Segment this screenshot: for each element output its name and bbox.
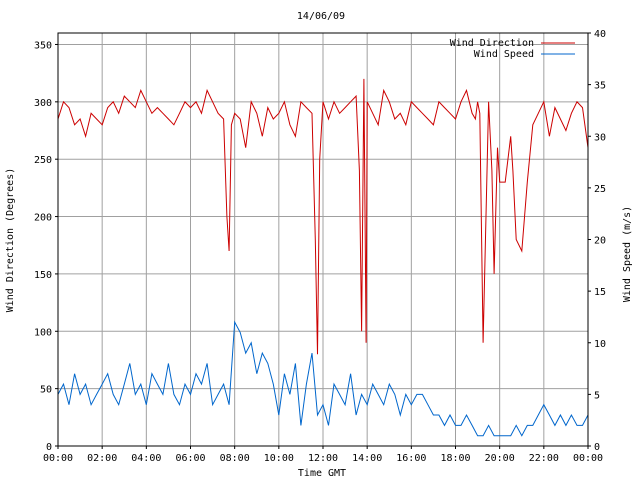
y-right-tick-label: 20 (594, 236, 606, 247)
legend-label-wind-speed: Wind Speed (474, 49, 534, 60)
x-tick-label: 12:00 (308, 453, 338, 464)
y-left-tick-label: 350 (34, 40, 52, 51)
y-right-tick-label: 25 (594, 184, 606, 195)
y-left-tick-label: 50 (40, 385, 52, 396)
x-tick-label: 06:00 (175, 453, 205, 464)
legend-label-wind-direction: Wind Direction (450, 38, 534, 49)
y-right-tick-label: 35 (594, 81, 606, 92)
y-right-tick-label: 0 (594, 442, 600, 453)
y-axis-right-label: Wind Speed (m/s) (622, 206, 633, 302)
chart-title: 14/06/09 (297, 11, 345, 22)
x-tick-label: 08:00 (220, 453, 250, 464)
y-left-tick-label: 100 (34, 327, 52, 338)
y-left-tick-label: 0 (46, 442, 52, 453)
x-tick-label: 16:00 (396, 453, 426, 464)
y-right-tick-label: 5 (594, 390, 600, 401)
y-right-tick-label: 15 (594, 287, 606, 298)
series-layer (57, 78, 589, 437)
y-left-tick-label: 300 (34, 98, 52, 109)
x-tick-label: 10:00 (264, 453, 294, 464)
x-axis-label: Time GMT (298, 468, 346, 479)
x-tick-label: 04:00 (131, 453, 161, 464)
y-left-tick-label: 150 (34, 270, 52, 281)
x-tick-label: 20:00 (485, 453, 515, 464)
y-right-tick-label: 10 (594, 339, 606, 350)
y-right-tick-label: 40 (594, 29, 606, 40)
x-tick-label: 14:00 (352, 453, 382, 464)
ticks-layer: 00:00 02:00 04:00 06:00 08:00 10:00 12:00 14:00… (34, 29, 606, 464)
y-axis-left-label: Wind Direction (Degrees) (5, 168, 16, 313)
x-tick-label: 18:00 (440, 453, 470, 464)
series-line-wind-speed (57, 320, 589, 437)
x-tick-label: 22:00 (529, 453, 559, 464)
x-tick-label: 00:00 (573, 453, 603, 464)
y-right-tick-label: 30 (594, 132, 606, 143)
y-left-tick-label: 200 (34, 213, 52, 224)
y-left-tick-label: 250 (34, 155, 52, 166)
series-line-wind-direction (57, 78, 589, 355)
legend: Wind Direction Wind Speed (450, 38, 575, 60)
x-tick-label: 02:00 (87, 453, 117, 464)
x-tick-label: 00:00 (43, 453, 73, 464)
